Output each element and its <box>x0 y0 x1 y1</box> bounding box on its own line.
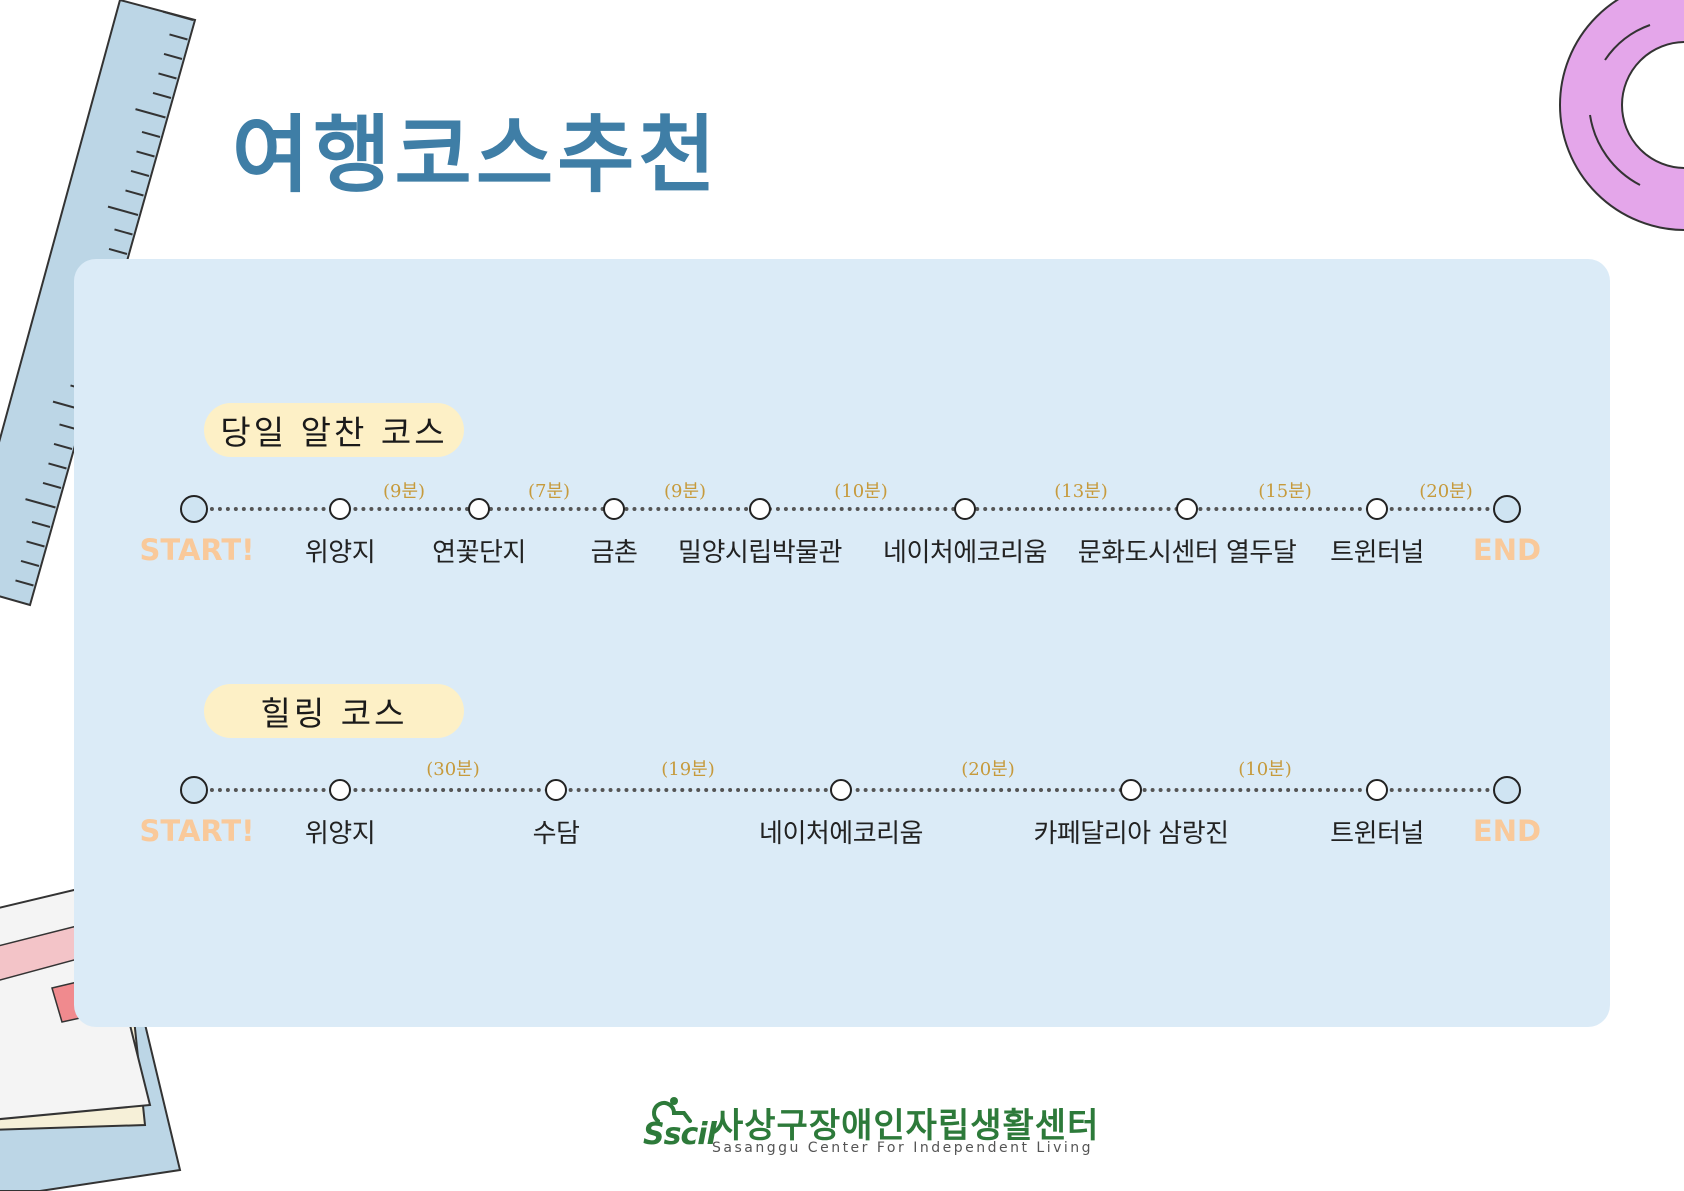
stop-label: 트윈터널 <box>1330 819 1424 849</box>
end-node <box>1493 776 1521 804</box>
stop-label: 네이처에코리움 <box>883 538 1047 568</box>
stop-node <box>1366 498 1388 520</box>
course-title-badge: 힐링 코스 <box>204 684 464 738</box>
course-panel <box>74 259 1610 1027</box>
footer-org-name: 사상구장애인자립생활센터 <box>712 1106 1100 1146</box>
wheelchair-logo-icon <box>652 1097 692 1123</box>
stop-node <box>1176 498 1198 520</box>
stop-label: 네이처에코리움 <box>759 819 923 849</box>
travel-time: (15분) <box>1258 481 1312 502</box>
route-line <box>194 507 1507 511</box>
travel-time: (13분) <box>1054 481 1108 502</box>
stop-node <box>1366 779 1388 801</box>
travel-time: (9분) <box>663 481 707 502</box>
travel-time: (30분) <box>426 759 480 780</box>
stop-label: 트윈터널 <box>1330 538 1424 568</box>
start-node <box>180 495 208 523</box>
stop-node <box>954 498 976 520</box>
travel-time: (20분) <box>1419 481 1473 502</box>
stop-node <box>1120 779 1142 801</box>
stop-node <box>830 779 852 801</box>
end-label: END <box>1472 533 1542 567</box>
ring-decoration <box>1559 0 1684 231</box>
footer-org-subtitle: Sasanggu Center For Independent Living <box>712 1140 1094 1156</box>
travel-time: (20분) <box>961 759 1015 780</box>
stop-node <box>329 779 351 801</box>
stop-node <box>329 498 351 520</box>
page-title: 여행코스추천 <box>232 106 720 204</box>
end-node <box>1493 495 1521 523</box>
end-label: END <box>1472 814 1542 848</box>
travel-time: (7분) <box>527 481 571 502</box>
course-title-badge: 당일 알찬 코스 <box>204 403 464 457</box>
footer-logo-text: Sscil <box>643 1117 717 1152</box>
travel-time: (9분) <box>382 481 426 502</box>
stop-label: 연꽃단지 <box>432 538 526 568</box>
stop-node <box>603 498 625 520</box>
stop-node <box>468 498 490 520</box>
start-node <box>180 776 208 804</box>
stop-label: 카페달리아 삼랑진 <box>1033 819 1229 849</box>
stop-label: 위양지 <box>304 819 376 849</box>
stop-label: 금촌 <box>590 538 638 568</box>
start-label: START! <box>139 814 255 848</box>
stop-label: 수담 <box>532 819 580 849</box>
stop-node <box>545 779 567 801</box>
start-label: START! <box>139 533 255 567</box>
stop-label: 위양지 <box>304 538 376 568</box>
stop-label: 밀양시립박물관 <box>678 538 842 568</box>
travel-time: (19분) <box>661 759 715 780</box>
stop-node <box>749 498 771 520</box>
stop-label: 문화도시센터 열두달 <box>1077 538 1297 568</box>
travel-time: (10분) <box>834 481 888 502</box>
travel-time: (10분) <box>1238 759 1292 780</box>
